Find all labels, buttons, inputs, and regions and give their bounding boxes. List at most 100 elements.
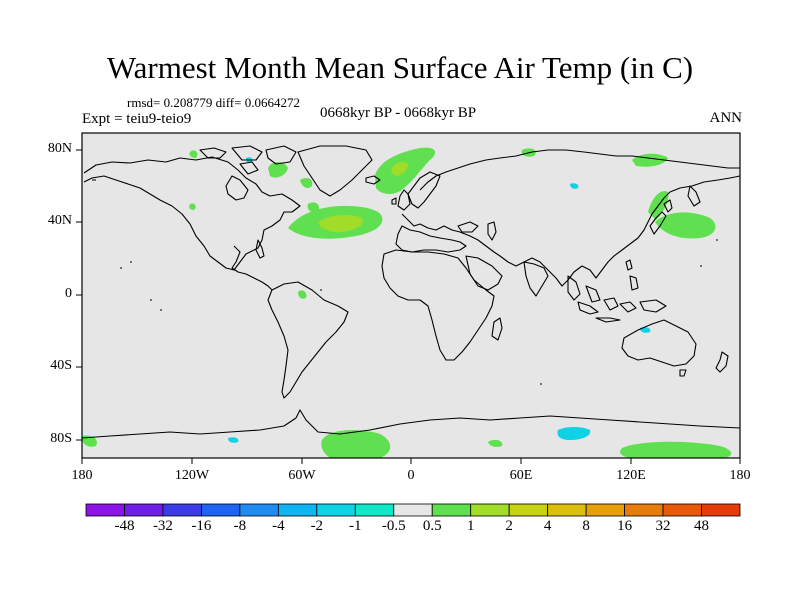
anomaly-patch-antarctic-west bbox=[82, 435, 97, 447]
anomaly-patch-arctic-canada bbox=[268, 162, 288, 178]
map-title: Warmest Month Mean Surface Air Temp (in … bbox=[106, 50, 694, 85]
colorbar-swatch bbox=[354, 503, 395, 517]
colorbar-label: 0.5 bbox=[422, 518, 442, 534]
colorbar-swatch bbox=[201, 503, 241, 517]
map-ticks bbox=[76, 149, 741, 464]
colorbar-label: 4 bbox=[543, 518, 552, 534]
coastline-antarctica bbox=[82, 409, 740, 439]
anomaly-patch-antarctic-atlantic bbox=[321, 430, 391, 458]
coastline-india bbox=[523, 261, 549, 297]
anomaly-patches bbox=[82, 147, 732, 458]
colorbar-swatch bbox=[162, 503, 202, 517]
anomaly-patch-canada-small bbox=[189, 150, 198, 158]
colorbar-swatch bbox=[624, 503, 664, 517]
coastline-caspian-sea bbox=[487, 221, 497, 241]
lon-label: 120E bbox=[616, 468, 646, 483]
lat-label: 0 bbox=[65, 286, 72, 301]
colorbar-label: -0.5 bbox=[381, 518, 406, 534]
colorbar-label: 1 bbox=[466, 518, 475, 534]
colorbar-swatch bbox=[277, 503, 318, 517]
coastline-philippines bbox=[625, 259, 639, 291]
season-label: ANN bbox=[709, 110, 743, 126]
coastline-florida bbox=[255, 239, 265, 259]
lat-label: 80S bbox=[50, 431, 72, 446]
anomaly-patch-north-atlantic-core bbox=[318, 214, 363, 233]
colorbar-swatch bbox=[701, 503, 741, 517]
colorbar-swatch bbox=[470, 503, 510, 517]
colorbar-swatch bbox=[316, 503, 356, 517]
colorbar-label: -1 bbox=[349, 518, 362, 534]
lon-label: 60E bbox=[509, 468, 533, 483]
anomaly-patch-cool-antarctic-west bbox=[228, 437, 239, 443]
colorbar-label: -32 bbox=[152, 518, 173, 534]
coastline-new-zealand bbox=[715, 351, 729, 373]
lon-label: 0 bbox=[407, 468, 415, 483]
colorbar-swatch bbox=[85, 503, 125, 517]
coastline-small-islands bbox=[92, 179, 718, 385]
coastline-australia bbox=[621, 319, 697, 367]
colorbar-swatch bbox=[124, 503, 164, 517]
experiment-label: Expt = teiu9-teio9 bbox=[82, 111, 192, 127]
colorbar-swatch bbox=[585, 503, 625, 517]
colorbar-label: 32 bbox=[655, 518, 671, 534]
coastline-tasmania bbox=[679, 369, 687, 377]
coastline-black-sea bbox=[457, 221, 479, 233]
anomaly-patch-north-pacific bbox=[655, 212, 716, 239]
coastline-mediterranean bbox=[395, 225, 467, 253]
colorbar-label: -4 bbox=[272, 518, 285, 534]
coastline-scandinavia bbox=[407, 171, 441, 209]
anomaly-patch-barents-core bbox=[391, 161, 408, 176]
coastline-madagascar bbox=[491, 317, 503, 341]
coastline-kamchatka bbox=[687, 185, 701, 207]
colorbar-label: 2 bbox=[505, 518, 513, 534]
colorbar-label: -48 bbox=[114, 518, 135, 534]
anomaly-patch-cool-southern-ocean bbox=[557, 427, 591, 440]
coastline-hudson-bay bbox=[225, 175, 249, 201]
colorbar bbox=[85, 503, 741, 517]
colorbar-label: -16 bbox=[191, 518, 212, 534]
coastline-central-america bbox=[231, 245, 273, 291]
anomaly-patch-amazon bbox=[298, 290, 307, 299]
colorbar-label: 48 bbox=[694, 518, 710, 534]
coastline-arctic-islands bbox=[199, 145, 297, 175]
stats-text: rmsd= 0.208779 diff= 0.0664272 bbox=[127, 95, 300, 110]
coastline-africa bbox=[381, 249, 495, 361]
colorbar-swatch bbox=[393, 503, 433, 517]
lat-label: 40N bbox=[47, 213, 72, 228]
anomaly-patch-cool-siberia bbox=[570, 183, 579, 189]
colorbar-swatch bbox=[547, 503, 587, 517]
coastline-arabia bbox=[465, 255, 503, 291]
colorbar-label: 8 bbox=[582, 518, 590, 534]
anomaly-patch-greenland-sea bbox=[300, 178, 313, 188]
colorbar-label: 16 bbox=[617, 518, 633, 534]
colorbar-swatch bbox=[508, 503, 549, 517]
map-background bbox=[82, 133, 740, 458]
coastline-greenland bbox=[297, 145, 373, 197]
coastline-iceland bbox=[365, 175, 381, 185]
lon-label: 180 bbox=[71, 468, 93, 483]
coastline-south-america bbox=[267, 281, 349, 399]
period-label: 0668kyr BP - 0668kyr BP bbox=[320, 105, 477, 121]
colorbar-swatch bbox=[662, 503, 702, 517]
coastline-arctic-eurasia bbox=[419, 149, 740, 191]
colorbar-label: -2 bbox=[310, 518, 324, 534]
anomaly-patch-alaska-small bbox=[189, 203, 196, 210]
lat-label: 80N bbox=[47, 141, 72, 156]
anomaly-patch-nova-scotia bbox=[307, 202, 320, 213]
coastline-north-america bbox=[83, 156, 301, 271]
coastline-britain bbox=[391, 189, 411, 211]
lon-label: 120W bbox=[174, 468, 210, 483]
anomaly-patch-antarctic-indian bbox=[488, 439, 503, 447]
colorbar-swatch bbox=[431, 503, 472, 517]
colorbar-swatch bbox=[239, 503, 279, 517]
coastlines bbox=[82, 145, 740, 439]
anomaly-patch-antarctic-pacific bbox=[620, 441, 732, 458]
coastline-southeast-asia bbox=[567, 275, 601, 303]
coastline-japan bbox=[649, 199, 673, 235]
colorbar-label: -8 bbox=[233, 518, 247, 534]
coastline-indonesia bbox=[577, 297, 667, 323]
lon-label: 60W bbox=[288, 468, 316, 483]
lon-label: 180 bbox=[729, 468, 751, 483]
lat-label: 40S bbox=[50, 358, 72, 373]
